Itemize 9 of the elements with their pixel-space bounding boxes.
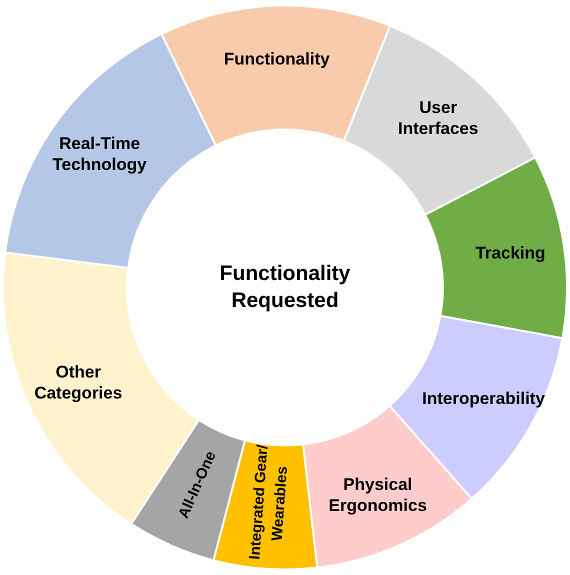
slice-label: Functionality [224,49,330,68]
slice-label: Real-Time Technology [52,134,148,174]
slice-label: User Interfaces [398,98,478,138]
slice-label: Physical Ergonomics [328,474,427,515]
slice-label: Interoperability [422,389,546,408]
slice-label: Tracking [475,243,546,262]
slice-label: Other Categories [34,362,122,403]
slice-label: Integrated Gear/ Wearables [246,443,291,560]
text: Functionality Requested [220,262,351,312]
